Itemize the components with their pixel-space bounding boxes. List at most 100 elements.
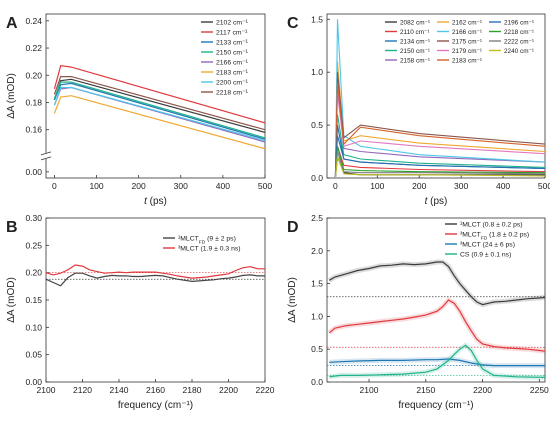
panel-letter: C bbox=[287, 15, 299, 32]
series-line bbox=[53, 65, 265, 124]
panel-letter: D bbox=[287, 219, 299, 236]
y-tick-label: 0.00 bbox=[25, 167, 42, 177]
x-tick-label: 100 bbox=[89, 181, 103, 191]
legend-label: 2179 cm⁻¹ bbox=[452, 48, 482, 55]
legend: ¹MLCT (0.8 ± 0.2 ps) ³MLCTFD (1.8 ± 0.2 p… bbox=[445, 221, 529, 258]
series-line bbox=[53, 76, 265, 131]
y-tick-label: 2.0 bbox=[311, 246, 323, 256]
x-tick-label: 2150 bbox=[416, 385, 435, 395]
y-axis-label: ΔA (mOD) bbox=[6, 277, 17, 323]
plot-frame bbox=[45, 13, 266, 179]
series-line bbox=[329, 344, 545, 378]
legend-label: 2082 cm⁻¹ bbox=[400, 19, 430, 26]
x-tick-label: 300 bbox=[174, 181, 188, 191]
y-tick-label: 0.00 bbox=[25, 377, 42, 387]
legend-label: 2222 cm⁻¹ bbox=[504, 38, 534, 45]
series-band bbox=[327, 296, 545, 354]
x-tick-label: 200 bbox=[412, 181, 426, 191]
legend-label: 2183 cm⁻¹ bbox=[452, 57, 482, 64]
legend-label: 2183 cm⁻¹ bbox=[216, 69, 249, 76]
x-tick-label: 400 bbox=[496, 181, 510, 191]
legend-label: 2166 cm⁻¹ bbox=[452, 29, 482, 36]
panel-b: 2100 2120 2140 2160 2180 2200 2220 0.00 0.05 0.10… bbox=[6, 213, 275, 411]
legend: 2082 cm⁻¹ 2110 cm⁻¹ 2134 cm⁻¹ 2150 cm⁻¹ 2158… bbox=[385, 19, 534, 64]
x-axis-label: t (ps) bbox=[144, 196, 167, 207]
y-axis-label: ΔA (mOD) bbox=[287, 277, 298, 323]
legend-label: 2150 cm⁻¹ bbox=[216, 49, 249, 56]
plot-area bbox=[334, 19, 545, 178]
x-tick-label: 2220 bbox=[256, 385, 275, 395]
legend-label: 2134 cm⁻¹ bbox=[400, 38, 430, 45]
panel-c: 0 100 200 300 400 500 0.0 0.5 1.0 1.5 t (ps) C 2082 … bbox=[287, 13, 550, 207]
legend-label: ³MLCTFD (1.8 ± 0.2 ps) bbox=[460, 231, 529, 241]
legend-label: 2158 cm⁻¹ bbox=[400, 57, 430, 64]
panel-a: 0 100 200 300 400 500 0.16 0.18 0.20 0.22 0.24 0.00… bbox=[6, 13, 272, 207]
x-tick-label: 2180 bbox=[183, 385, 202, 395]
plot-frame bbox=[326, 217, 546, 383]
series-line bbox=[334, 124, 545, 178]
legend-label: 2218 cm⁻¹ bbox=[216, 89, 249, 96]
series-line bbox=[334, 82, 545, 178]
legend-label: ¹MLCTFD (9 ± 2 ps) bbox=[178, 235, 236, 245]
plot-frame bbox=[45, 217, 266, 383]
legend-label: 2133 cm⁻¹ bbox=[216, 39, 249, 46]
series-line bbox=[53, 82, 265, 140]
y-tick-label: 0.0 bbox=[311, 173, 323, 183]
legend-label: 2162 cm⁻¹ bbox=[452, 19, 482, 26]
x-tick-label: 300 bbox=[454, 181, 468, 191]
axis-break-mark bbox=[40, 151, 52, 156]
panel-letter: B bbox=[6, 219, 18, 236]
y-tick-label: 2.5 bbox=[311, 213, 323, 223]
legend-label: 2110 cm⁻¹ bbox=[400, 29, 430, 36]
series-line bbox=[334, 156, 545, 178]
x-tick-label: 2160 bbox=[146, 385, 165, 395]
legend-label: ¹MLCT (0.8 ± 0.2 ps) bbox=[460, 221, 523, 228]
x-tick-label: 200 bbox=[132, 181, 146, 191]
x-axis-label: frequency (cm⁻¹) bbox=[398, 400, 473, 411]
x-tick-label: 2200 bbox=[219, 385, 238, 395]
legend-label: 2102 cm⁻¹ bbox=[216, 19, 249, 26]
y-tick-label: 0.0 bbox=[311, 377, 323, 387]
legend-label: 2218 cm⁻¹ bbox=[504, 29, 534, 36]
x-tick-label: 400 bbox=[216, 181, 230, 191]
axis-break-mark bbox=[40, 156, 52, 161]
series-band bbox=[328, 259, 545, 308]
y-tick-label: 0.5 bbox=[311, 120, 323, 130]
legend: ¹MLCTFD (9 ± 2 ps)³MLCT (1.9 ± 0.3 ns) bbox=[163, 235, 241, 252]
legend-label: ³MLCT (24 ± 6 ps) bbox=[460, 241, 515, 248]
y-tick-label: 0.24 bbox=[25, 16, 42, 26]
plot-frame bbox=[326, 13, 546, 179]
series-line bbox=[328, 261, 545, 306]
panel-letter: A bbox=[6, 15, 18, 32]
y-tick-label: 0.18 bbox=[25, 97, 42, 107]
y-tick-label: 0.20 bbox=[25, 70, 42, 80]
series-line bbox=[53, 86, 265, 142]
y-tick-label: 0.05 bbox=[25, 350, 42, 360]
legend-label: 2117 cm⁻¹ bbox=[216, 29, 248, 36]
x-tick-label: 0 bbox=[52, 181, 57, 191]
y-tick-label: 0.25 bbox=[25, 240, 42, 250]
series-line bbox=[53, 95, 265, 150]
x-tick-label: 500 bbox=[538, 181, 550, 191]
legend-label: 2150 cm⁻¹ bbox=[400, 48, 430, 55]
series-line bbox=[334, 114, 545, 178]
panel-d: 2100 2150 2200 2250 0.0 0.5 1.0 1.5 2.0 2.5 freque… bbox=[287, 213, 549, 411]
y-tick-label: 1.5 bbox=[311, 14, 323, 24]
legend-label: ³MLCT (1.9 ± 0.3 ns) bbox=[178, 245, 241, 252]
x-axis-label: frequency (cm⁻¹) bbox=[118, 400, 193, 411]
series-line bbox=[334, 151, 545, 178]
y-tick-label: 0.30 bbox=[25, 213, 42, 223]
x-axis-label: t (ps) bbox=[425, 196, 448, 207]
x-tick-label: 2140 bbox=[110, 385, 129, 395]
x-tick-label: 2100 bbox=[37, 385, 56, 395]
legend-label: CS (0.9 ± 0.1 ns) bbox=[460, 251, 511, 258]
series-line bbox=[46, 264, 265, 279]
y-tick-label: 0.16 bbox=[25, 125, 42, 135]
x-tick-label: 2100 bbox=[360, 385, 379, 395]
y-tick-label: 0.5 bbox=[311, 344, 323, 354]
legend: 2102 cm⁻¹ 2117 cm⁻¹ 2133 cm⁻¹ 2150 cm⁻¹ 2166… bbox=[201, 19, 249, 96]
series-line bbox=[46, 272, 265, 287]
x-tick-label: 100 bbox=[370, 181, 384, 191]
plot-area bbox=[327, 259, 545, 380]
series-line bbox=[334, 19, 545, 178]
